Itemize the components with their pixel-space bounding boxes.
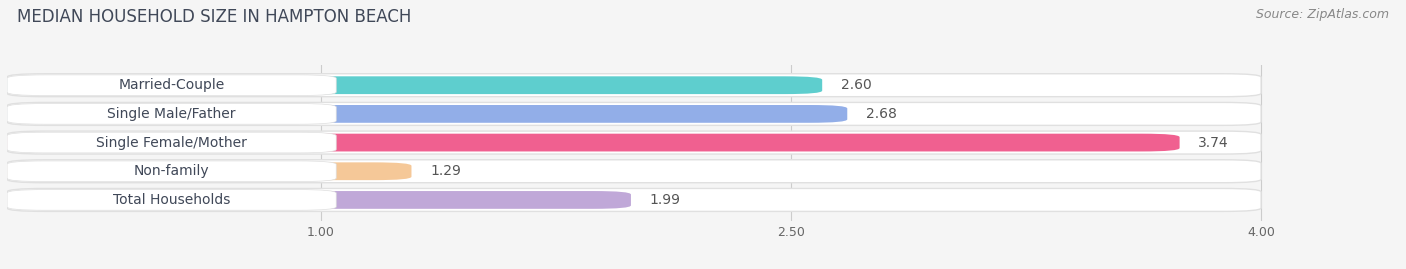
FancyBboxPatch shape <box>7 74 1261 97</box>
Text: Single Male/Father: Single Male/Father <box>107 107 236 121</box>
FancyBboxPatch shape <box>7 75 336 95</box>
FancyBboxPatch shape <box>7 132 336 153</box>
Text: 2.60: 2.60 <box>841 78 872 92</box>
Text: 1.99: 1.99 <box>650 193 681 207</box>
FancyBboxPatch shape <box>7 161 336 182</box>
FancyBboxPatch shape <box>7 134 1180 151</box>
Text: 2.68: 2.68 <box>866 107 897 121</box>
FancyBboxPatch shape <box>7 76 823 94</box>
FancyBboxPatch shape <box>7 189 1261 211</box>
FancyBboxPatch shape <box>7 191 631 209</box>
Text: 3.74: 3.74 <box>1198 136 1229 150</box>
Text: Source: ZipAtlas.com: Source: ZipAtlas.com <box>1256 8 1389 21</box>
FancyBboxPatch shape <box>7 131 1261 154</box>
Text: Non-family: Non-family <box>134 164 209 178</box>
Text: Single Female/Mother: Single Female/Mother <box>96 136 247 150</box>
Text: Married-Couple: Married-Couple <box>118 78 225 92</box>
FancyBboxPatch shape <box>7 162 412 180</box>
Text: 1.29: 1.29 <box>430 164 461 178</box>
FancyBboxPatch shape <box>7 104 336 124</box>
FancyBboxPatch shape <box>7 102 1261 125</box>
FancyBboxPatch shape <box>7 105 848 123</box>
Text: MEDIAN HOUSEHOLD SIZE IN HAMPTON BEACH: MEDIAN HOUSEHOLD SIZE IN HAMPTON BEACH <box>17 8 411 26</box>
FancyBboxPatch shape <box>7 190 336 210</box>
FancyBboxPatch shape <box>7 160 1261 183</box>
Text: Total Households: Total Households <box>112 193 231 207</box>
